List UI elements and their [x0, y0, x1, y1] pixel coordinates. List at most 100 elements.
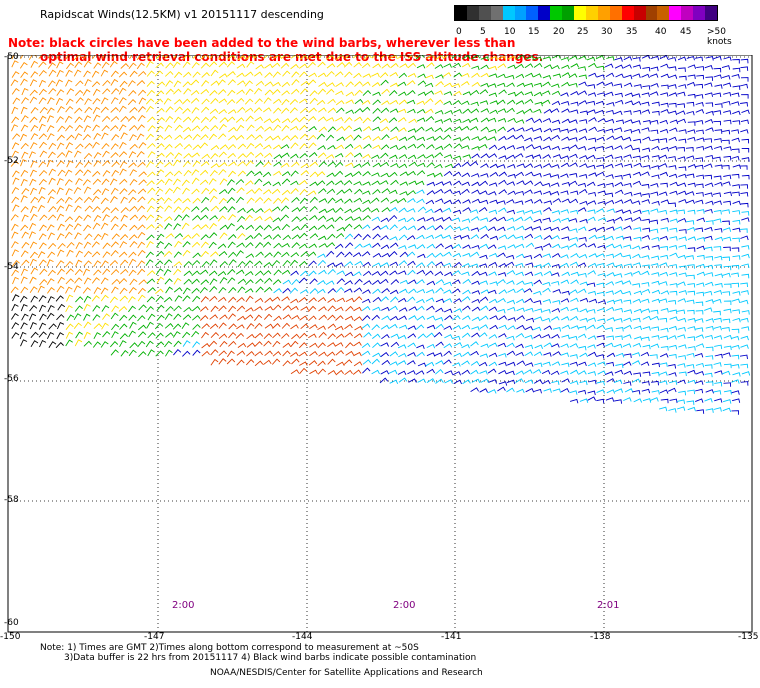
wind-barb — [696, 254, 705, 260]
wind-barb — [12, 97, 21, 105]
wind-barb — [327, 314, 336, 321]
wind-barb — [415, 262, 425, 268]
wind-barb — [65, 55, 73, 60]
wind-barb — [163, 97, 172, 105]
wind-barb — [479, 254, 488, 260]
wind-barb — [165, 305, 174, 312]
wind-barb — [128, 234, 138, 241]
wind-barb — [633, 290, 643, 296]
wind-barb — [200, 62, 210, 69]
wind-barb — [496, 226, 506, 232]
wind-barb — [228, 323, 237, 330]
wind-barb — [362, 289, 371, 294]
wind-barb — [704, 334, 714, 340]
wind-barb — [560, 128, 569, 134]
wind-barb — [444, 224, 454, 231]
wind-barb — [595, 100, 605, 106]
wind-barb — [696, 145, 705, 151]
wind-barb — [660, 146, 670, 152]
wind-barb — [507, 244, 517, 249]
wind-barb — [542, 81, 551, 87]
wind-barb — [723, 174, 732, 180]
wind-barb — [704, 264, 714, 270]
wind-barb — [93, 269, 102, 276]
wind-barb — [443, 143, 453, 149]
wind-barb — [714, 103, 723, 108]
wind-barb — [498, 89, 507, 95]
wind-barb — [695, 362, 705, 368]
wind-barb — [426, 332, 435, 338]
wind-barb — [687, 129, 696, 134]
wind-barb — [74, 196, 83, 204]
wind-barb — [669, 227, 678, 233]
wind-barb — [164, 171, 174, 178]
wind-barb — [336, 136, 346, 142]
wind-barb — [327, 98, 336, 105]
wind-barb — [660, 199, 670, 204]
wind-barb — [136, 62, 145, 70]
wind-barb — [326, 351, 336, 357]
wind-barb — [91, 70, 100, 78]
wind-barb — [569, 315, 579, 321]
wind-barb — [705, 154, 714, 160]
wind-barb — [516, 388, 525, 394]
wind-barb — [307, 305, 317, 312]
wind-barb — [452, 362, 461, 367]
wind-barb — [120, 116, 129, 123]
lon-label-150: -150 — [0, 632, 21, 642]
wind-barb — [46, 259, 54, 267]
wind-barb — [165, 151, 174, 158]
wind-barb — [417, 362, 427, 367]
wind-barb — [244, 98, 254, 105]
wind-barb — [344, 242, 354, 249]
wind-barb — [307, 79, 317, 86]
wind-barb — [190, 79, 200, 86]
wind-barb — [290, 305, 299, 311]
wind-barb — [353, 216, 362, 221]
wind-barb — [461, 226, 470, 231]
wind-barb — [246, 61, 255, 68]
wind-barb — [596, 171, 605, 177]
wind-barb — [588, 62, 597, 68]
wind-barb — [47, 55, 51, 59]
wind-barb — [462, 199, 471, 204]
legend-swatch — [574, 6, 586, 20]
wind-barb — [632, 317, 641, 323]
wind-barb — [542, 182, 551, 188]
wind-barb — [254, 143, 264, 149]
wind-barb — [587, 200, 597, 205]
wind-barb — [614, 252, 623, 258]
wind-barb — [588, 172, 597, 177]
wind-barb — [597, 217, 607, 222]
wind-barb — [632, 155, 641, 161]
wind-barb — [578, 188, 588, 194]
wind-barb — [478, 143, 488, 149]
wind-barb — [714, 353, 723, 359]
wind-barb — [109, 341, 119, 348]
wind-barb — [372, 135, 381, 142]
wind-barb — [551, 343, 560, 348]
wind-barb — [183, 153, 192, 159]
wind-barb — [255, 161, 264, 167]
wind-barb — [415, 370, 425, 375]
wind-barb — [318, 188, 327, 194]
wind-barb — [606, 218, 615, 224]
wind-barb — [291, 278, 300, 286]
wind-barb — [334, 71, 344, 77]
wind-barb — [723, 265, 732, 271]
wind-barb — [192, 160, 201, 167]
wind-barb — [650, 263, 659, 268]
wind-barb — [398, 154, 408, 159]
wind-barb — [154, 70, 164, 77]
wind-barb — [254, 322, 263, 329]
wind-barb — [704, 92, 714, 97]
wind-barb — [568, 218, 578, 223]
lat-label-52: -52 — [4, 156, 19, 166]
wind-barb — [462, 379, 471, 385]
wind-barb — [488, 261, 498, 267]
wind-barb — [677, 56, 687, 61]
wind-barb — [740, 344, 749, 349]
wind-barb — [452, 324, 462, 330]
wind-barb — [245, 359, 255, 366]
wind-barb — [596, 164, 605, 169]
